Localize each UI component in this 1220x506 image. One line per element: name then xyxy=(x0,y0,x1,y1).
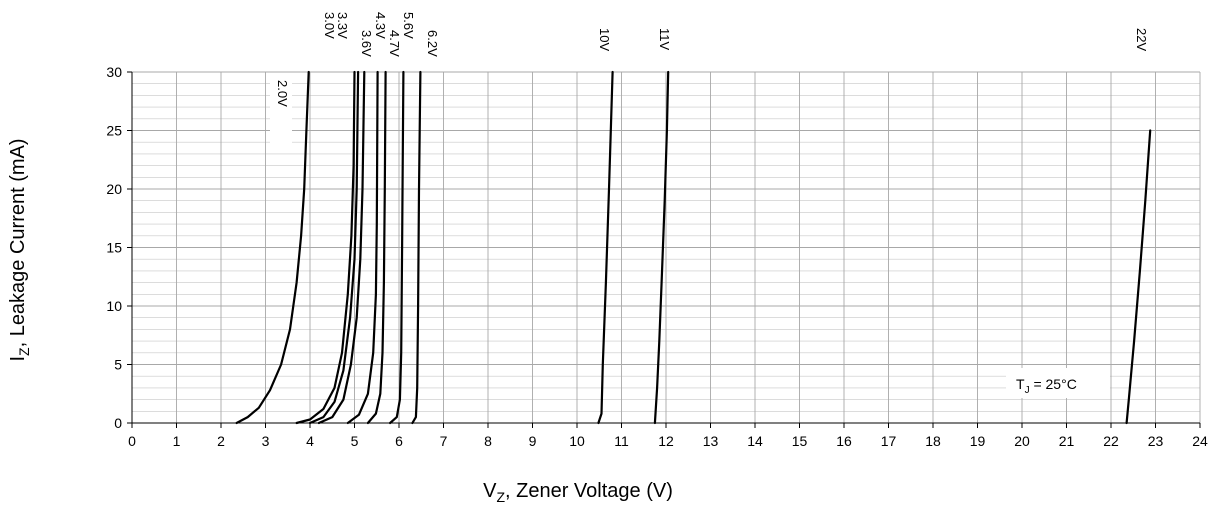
y-tick-label: 5 xyxy=(114,357,122,373)
x-tick-label: 9 xyxy=(529,433,537,449)
series-line-4_3V xyxy=(346,70,379,425)
x-tick-label: 23 xyxy=(1148,433,1164,449)
series-label-bg xyxy=(270,78,292,148)
y-tick-label: 10 xyxy=(106,298,122,314)
annotation-box xyxy=(1006,368,1110,398)
series-label: 3.3V xyxy=(335,12,350,39)
x-tick-label: 7 xyxy=(440,433,448,449)
y-tick-label: 20 xyxy=(106,181,122,197)
series-label: 4.7V xyxy=(387,30,402,57)
series-label: 11V xyxy=(657,28,672,50)
x-tick-label: 6 xyxy=(395,433,403,449)
y-axis-title: IZ, Leakage Current (mA) xyxy=(7,138,32,361)
series-label: 6.2V xyxy=(425,30,440,57)
x-tick-label: 11 xyxy=(614,433,629,449)
x-tick-label: 22 xyxy=(1103,433,1119,449)
series-line-11V xyxy=(653,70,670,425)
x-tick-labels: 0 1 2 3 4 5 6 7 8 9 10 11 12 13 14 15 16 17 18 19 20 21 22 23 24 xyxy=(128,433,1208,449)
series-line-3_3V xyxy=(308,70,360,425)
x-tick-label: 1 xyxy=(173,433,181,449)
series-line-6_2V xyxy=(411,70,422,425)
series-curves xyxy=(235,70,1152,425)
x-tick-label: 14 xyxy=(747,433,763,449)
x-tick-label: 20 xyxy=(1014,433,1030,449)
x-tick-label: 15 xyxy=(792,433,808,449)
annotation-text: TJ = 25°C xyxy=(1016,376,1077,396)
series-line-10V xyxy=(597,70,614,425)
x-tick-label: 4 xyxy=(306,433,314,449)
x-tick-label: 0 xyxy=(128,433,136,449)
series-line-22V xyxy=(1125,129,1152,425)
x-tick-label: 10 xyxy=(569,433,585,449)
x-tick-label: 13 xyxy=(703,433,719,449)
series-line-2_0V xyxy=(235,70,310,425)
x-tick-label: 12 xyxy=(658,433,674,449)
series-label: 22V xyxy=(1134,28,1149,51)
x-tick-label: 18 xyxy=(925,433,941,449)
x-tick-label: 24 xyxy=(1192,433,1208,449)
series-label: 10V xyxy=(597,28,612,51)
series-label: 4.3V xyxy=(373,12,388,39)
x-tick-label: 8 xyxy=(484,433,492,449)
series-line-5_6V xyxy=(389,70,405,425)
y-tick-label: 25 xyxy=(106,123,122,139)
x-tick-label: 16 xyxy=(836,433,852,449)
x-tick-label: 5 xyxy=(351,433,359,449)
y-tick-label: 30 xyxy=(106,64,122,80)
x-tick-label: 2 xyxy=(217,433,225,449)
x-tick-label: 3 xyxy=(262,433,270,449)
series-label: 3.6V xyxy=(359,30,374,57)
series-label: 3.0V xyxy=(322,12,337,39)
series-label: 2.0V xyxy=(275,80,290,107)
x-tick-label: 21 xyxy=(1059,433,1075,449)
series-line-3_6V xyxy=(317,70,366,425)
y-tick-labels: 0 5 10 15 20 25 30 xyxy=(106,64,122,431)
x-tick-label: 19 xyxy=(970,433,986,449)
series-line-3_0V xyxy=(295,70,356,425)
series-labels: 2.0V 3.0V3.3V 3.6V4.3V4.7V5.6V 6.2V 10V 11V 22… xyxy=(270,12,1149,148)
y-tick-label: 15 xyxy=(106,240,122,256)
x-axis-title: VZ, Zener Voltage (V) xyxy=(483,480,673,505)
x-tick-label: 17 xyxy=(881,433,897,449)
series-label: 5.6V xyxy=(401,12,416,39)
y-tick-label: 0 xyxy=(114,415,122,431)
series-line-4_7V xyxy=(366,70,387,425)
